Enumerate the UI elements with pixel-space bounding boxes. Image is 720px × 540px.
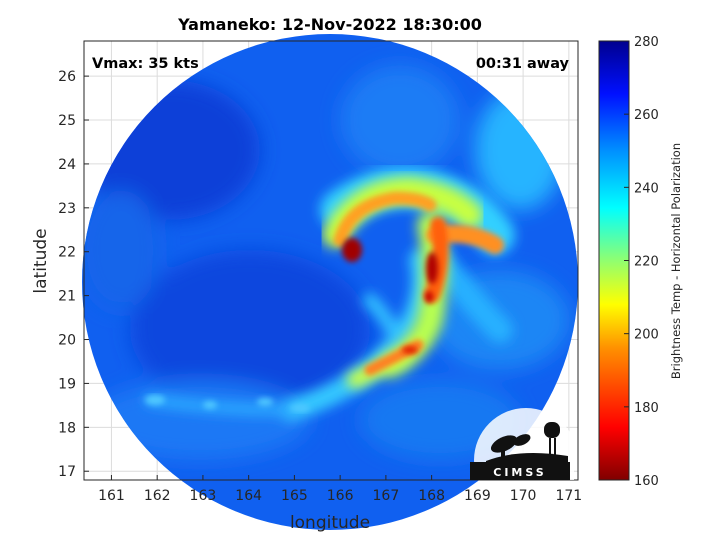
axes-box <box>83 40 579 481</box>
colorbar: 160 180 200 220 240 260 280 Brightness Temp - … <box>598 35 683 489</box>
y-tick-label: 17 <box>58 464 76 480</box>
x-tick-label: 168 <box>418 488 445 504</box>
x-tick-label: 161 <box>98 488 125 504</box>
plot-title: Yamaneko: 12-Nov-2022 18:30:00 <box>177 15 482 34</box>
colorbar-tick-label: 280 <box>634 35 659 50</box>
y-tick-label: 26 <box>58 69 76 85</box>
y-tick-label: 19 <box>58 376 76 392</box>
y-tick-label: 21 <box>58 289 76 305</box>
colorbar-tick-label: 240 <box>634 181 659 196</box>
colorbar-label: Brightness Temp - Horizontal Polarizatio… <box>669 143 683 379</box>
x-tick-label: 167 <box>373 488 400 504</box>
y-tick-label: 25 <box>58 113 76 129</box>
y-tick-label: 24 <box>58 157 76 173</box>
x-tick-label: 170 <box>510 488 537 504</box>
x-tick-label: 165 <box>281 488 308 504</box>
cimss-logo: CIMSS <box>470 408 574 480</box>
colorbar-tick-label: 260 <box>634 108 659 123</box>
x-tick-label: 164 <box>235 488 262 504</box>
x-tick-label: 169 <box>464 488 491 504</box>
satellite-swath <box>82 34 578 530</box>
y-axis-label: latitude <box>31 228 51 293</box>
x-axis: 161 162 163 164 165 166 167 168 169 170 171 <box>98 475 582 504</box>
x-tick-label: 171 <box>555 488 582 504</box>
y-tick-label: 23 <box>58 201 76 217</box>
colorbar-tick-label: 160 <box>634 474 659 489</box>
colorbar-tick-label: 180 <box>634 401 659 416</box>
x-axis-label: longitude <box>290 513 370 533</box>
colorbar-tick-label: 220 <box>634 255 659 270</box>
satellite-dish-icon <box>490 435 518 453</box>
x-tick-label: 163 <box>190 488 217 504</box>
colorbar-tick-label: 200 <box>634 328 659 343</box>
y-tick-label: 18 <box>58 420 76 436</box>
logo-text: CIMSS <box>493 466 546 479</box>
time-away-label: 00:31 away <box>476 56 570 72</box>
vmax-label: Vmax: 35 kts <box>92 56 199 72</box>
water-tower-icon <box>544 422 560 438</box>
y-tick-label: 22 <box>58 245 76 261</box>
x-tick-label: 166 <box>327 488 354 504</box>
y-tick-label: 20 <box>58 333 76 349</box>
y-axis: 17 18 19 20 21 22 23 24 25 26 <box>58 69 89 480</box>
x-tick-label: 162 <box>144 488 171 504</box>
